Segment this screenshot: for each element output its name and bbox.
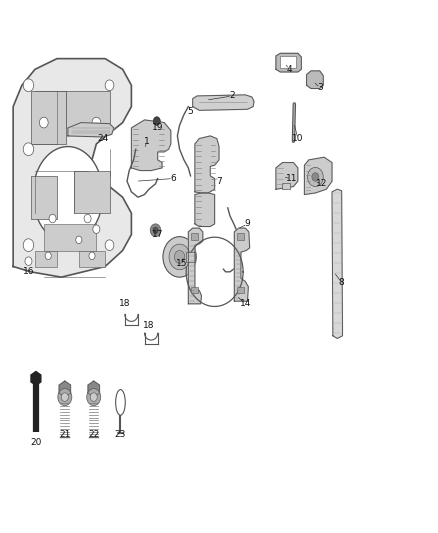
Polygon shape — [195, 136, 219, 193]
Circle shape — [61, 393, 68, 401]
Ellipse shape — [33, 147, 103, 243]
Circle shape — [93, 225, 100, 233]
Text: 20: 20 — [30, 438, 42, 447]
Text: 11: 11 — [286, 174, 297, 183]
Bar — [237, 287, 244, 293]
Text: 1: 1 — [144, 137, 150, 146]
Circle shape — [76, 236, 82, 244]
Text: 17: 17 — [152, 230, 163, 239]
Polygon shape — [193, 95, 254, 110]
Text: 9: 9 — [244, 220, 251, 228]
Polygon shape — [68, 123, 114, 137]
Text: 22: 22 — [88, 430, 99, 439]
Polygon shape — [234, 228, 250, 301]
Text: 8: 8 — [339, 278, 345, 287]
Circle shape — [23, 143, 34, 156]
Text: 12: 12 — [316, 180, 328, 188]
Circle shape — [23, 79, 34, 92]
Circle shape — [105, 80, 114, 91]
Circle shape — [92, 117, 101, 128]
Polygon shape — [131, 120, 171, 171]
Ellipse shape — [116, 390, 125, 415]
Text: 7: 7 — [216, 177, 222, 185]
Bar — [66, 91, 110, 128]
Text: 3: 3 — [317, 84, 323, 92]
Circle shape — [174, 251, 185, 263]
Text: 15: 15 — [176, 260, 187, 268]
Circle shape — [105, 240, 114, 251]
Text: 5: 5 — [187, 108, 194, 116]
Circle shape — [153, 227, 158, 233]
Bar — [186, 252, 195, 262]
Bar — [44, 224, 96, 251]
Text: 16: 16 — [23, 268, 34, 276]
Circle shape — [49, 214, 56, 223]
Circle shape — [39, 117, 48, 128]
Polygon shape — [195, 193, 215, 227]
Circle shape — [312, 173, 319, 181]
Bar — [35, 251, 57, 266]
Circle shape — [150, 224, 161, 237]
Polygon shape — [276, 53, 301, 72]
Circle shape — [87, 389, 101, 406]
Bar — [237, 233, 244, 240]
Bar — [31, 91, 66, 144]
Text: 21: 21 — [59, 430, 71, 439]
Text: 6: 6 — [170, 174, 176, 183]
Bar — [280, 56, 296, 68]
Text: 23: 23 — [115, 430, 126, 439]
Polygon shape — [13, 59, 131, 277]
Text: 4: 4 — [286, 65, 292, 74]
Polygon shape — [59, 381, 71, 397]
Polygon shape — [88, 381, 99, 397]
Circle shape — [45, 252, 51, 260]
Circle shape — [153, 117, 160, 125]
Bar — [74, 171, 110, 213]
Bar — [79, 251, 105, 266]
Bar — [282, 183, 290, 189]
Circle shape — [163, 237, 196, 277]
Text: 2: 2 — [230, 92, 235, 100]
Text: 24: 24 — [97, 134, 109, 143]
Text: 14: 14 — [240, 300, 251, 308]
Circle shape — [90, 393, 97, 401]
Text: 19: 19 — [152, 124, 163, 132]
Circle shape — [307, 167, 323, 187]
Bar — [191, 287, 198, 293]
Text: 10: 10 — [292, 134, 304, 143]
Text: 18: 18 — [143, 321, 155, 329]
Text: 18: 18 — [119, 300, 131, 308]
Polygon shape — [188, 228, 203, 304]
Polygon shape — [307, 71, 323, 88]
Polygon shape — [31, 372, 41, 385]
Circle shape — [169, 244, 190, 270]
Polygon shape — [332, 189, 343, 338]
Bar — [191, 233, 198, 240]
Circle shape — [23, 239, 34, 252]
Circle shape — [25, 257, 32, 265]
Circle shape — [89, 252, 95, 260]
Bar — [31, 176, 57, 219]
Circle shape — [58, 389, 72, 406]
Polygon shape — [304, 157, 332, 195]
Polygon shape — [276, 163, 298, 189]
Circle shape — [84, 214, 91, 223]
